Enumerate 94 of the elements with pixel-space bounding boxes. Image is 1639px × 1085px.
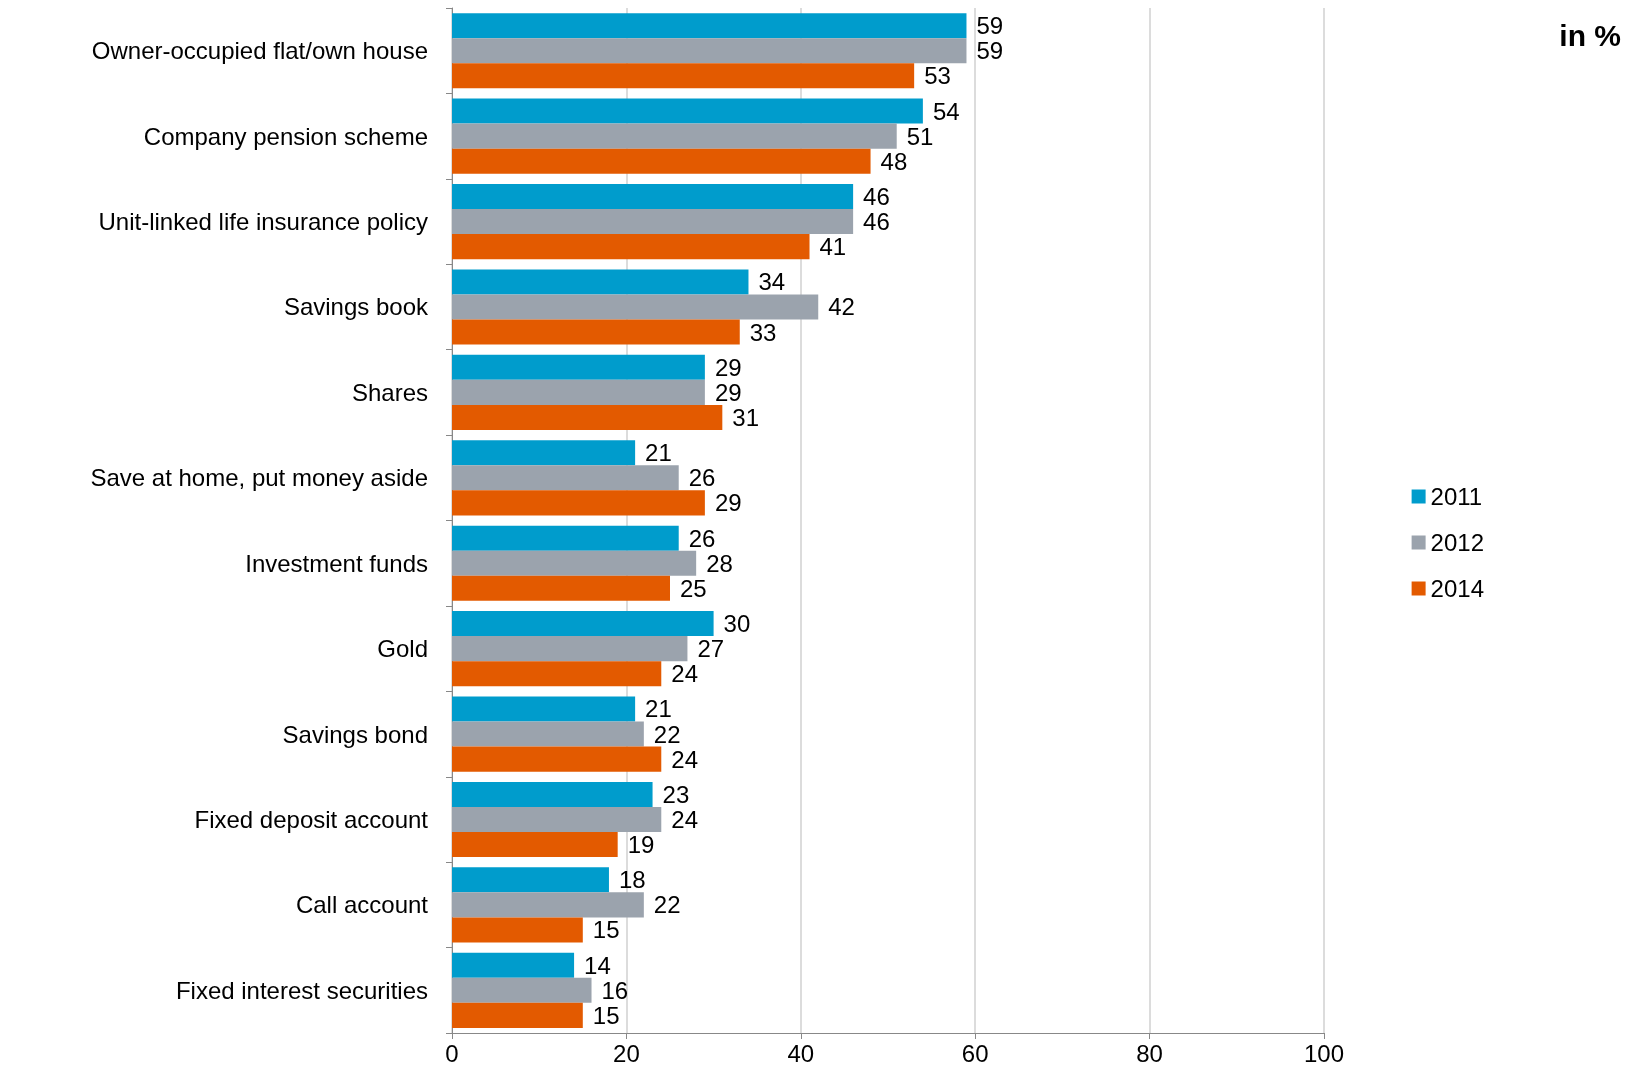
data-label: 53 — [924, 62, 951, 90]
data-label: 15 — [592, 1001, 620, 1029]
y-tick-label: Owner-occupied flat/own house — [91, 37, 428, 65]
bar — [452, 977, 592, 1003]
data-label: 29 — [714, 378, 742, 406]
bar — [452, 404, 723, 430]
bar — [452, 806, 662, 832]
data-label: 29 — [714, 353, 742, 381]
legend-label: 2014 — [1430, 575, 1484, 602]
data-label: 59 — [976, 37, 1004, 65]
data-label: 33 — [749, 318, 777, 346]
bar — [452, 781, 653, 807]
bar — [452, 867, 609, 893]
y-tick-label: Gold — [377, 635, 428, 663]
data-label: 31 — [732, 403, 760, 431]
data-label: 48 — [880, 147, 908, 175]
bar — [452, 98, 923, 124]
bar — [452, 490, 705, 516]
data-label: 54 — [932, 97, 960, 125]
bar — [452, 13, 967, 39]
legend-label: 2011 — [1430, 483, 1483, 510]
bar — [452, 209, 854, 235]
y-tick-label: Investment funds — [245, 549, 428, 577]
x-tick-label: 80 — [1136, 1039, 1163, 1067]
y-tick-label: Savings book — [283, 293, 429, 321]
y-tick-label: Fixed interest securities — [175, 976, 428, 1004]
x-tick-label: 100 — [1303, 1039, 1345, 1067]
bar — [452, 465, 679, 491]
data-label: 46 — [863, 208, 890, 236]
data-label: 23 — [662, 780, 690, 808]
legend-label: 2012 — [1430, 529, 1484, 556]
bar — [452, 38, 967, 64]
data-label: 24 — [671, 805, 698, 833]
bar — [452, 550, 697, 576]
data-label: 29 — [714, 489, 742, 517]
bar — [452, 294, 819, 320]
x-tick-label: 0 — [445, 1039, 459, 1067]
bar — [452, 354, 705, 380]
text: in % — [1559, 18, 1621, 52]
bar — [452, 696, 636, 722]
bar — [452, 636, 688, 662]
data-label: 16 — [601, 976, 629, 1004]
data-label: 25 — [680, 574, 707, 602]
data-label: 46 — [863, 182, 890, 210]
data-label: 26 — [688, 464, 716, 492]
data-label: 42 — [828, 293, 855, 321]
data-label: 27 — [697, 635, 725, 663]
bar — [452, 183, 854, 210]
data-label: 51 — [906, 122, 934, 150]
bar — [452, 575, 670, 601]
data-label: 21 — [645, 439, 672, 467]
bar — [452, 63, 915, 89]
data-label: 18 — [618, 866, 646, 894]
data-label: 22 — [653, 891, 681, 919]
y-tick-label: Save at home, put money aside — [90, 464, 428, 492]
x-tick-label: 20 — [613, 1039, 640, 1067]
x-tick-label: 60 — [961, 1039, 989, 1067]
data-label: 59 — [976, 12, 1004, 40]
bar — [452, 148, 871, 174]
y-tick-label: Shares — [351, 378, 428, 406]
bar — [452, 952, 575, 978]
bar — [452, 379, 705, 405]
data-label: 28 — [706, 549, 733, 577]
bar — [452, 123, 897, 149]
data-label: 15 — [592, 916, 620, 944]
bar — [452, 611, 714, 637]
bar — [452, 234, 810, 260]
bar — [452, 440, 636, 466]
data-label: 34 — [758, 268, 786, 296]
y-tick-label: Unit-linked life insurance policy — [98, 208, 428, 236]
data-label: 19 — [627, 831, 655, 859]
data-label: 21 — [645, 695, 672, 723]
y-tick-label: Call account — [295, 891, 429, 919]
data-label: 26 — [688, 524, 716, 552]
data-label: 30 — [723, 610, 751, 638]
bar — [452, 661, 662, 687]
y-tick-label: Fixed deposit account — [194, 805, 429, 833]
bar — [452, 917, 583, 943]
bar — [452, 1002, 583, 1028]
bar — [452, 319, 740, 345]
data-label: 22 — [653, 720, 681, 748]
bar — [452, 746, 662, 772]
data-label: 24 — [671, 660, 698, 688]
bar — [452, 831, 618, 858]
data-label: 41 — [819, 233, 847, 261]
data-label: 24 — [671, 745, 698, 773]
bar — [452, 269, 749, 295]
data-label: 14 — [584, 951, 611, 979]
x-tick-label: 40 — [787, 1039, 815, 1067]
bar — [452, 525, 679, 551]
y-tick-label: Company pension scheme — [143, 122, 428, 150]
bar — [452, 721, 644, 747]
y-tick-label: Savings bond — [282, 720, 428, 748]
bar — [452, 892, 644, 918]
